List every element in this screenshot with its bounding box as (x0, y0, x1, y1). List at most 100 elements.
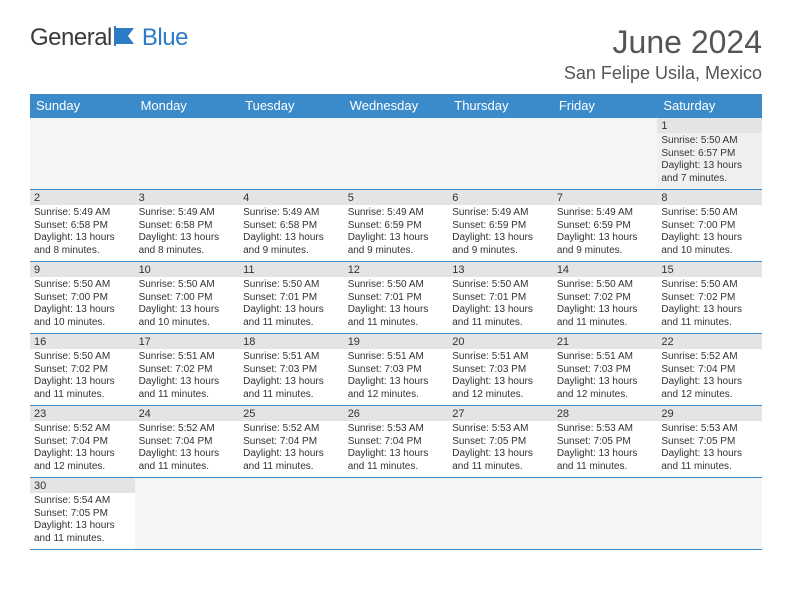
cell-day2: and 12 minutes. (34, 461, 131, 474)
day-number: 2 (30, 190, 135, 206)
cell-sunrise: Sunrise: 5:51 AM (557, 351, 654, 364)
calendar-cell: Sunrise: 5:53 AMSunset: 7:04 PMDaylight:… (344, 421, 449, 478)
day-number (30, 118, 135, 134)
weekday-header: Monday (135, 94, 240, 118)
cell-sunset: Sunset: 7:03 PM (348, 364, 445, 377)
cell-sunset: Sunset: 7:02 PM (661, 292, 758, 305)
calendar-cell: Sunrise: 5:50 AMSunset: 7:02 PMDaylight:… (553, 277, 658, 334)
daynum-row: 23242526272829 (30, 406, 762, 422)
calendar-cell: Sunrise: 5:54 AMSunset: 7:05 PMDaylight:… (30, 493, 135, 550)
brand-logo: General Blue (30, 24, 188, 52)
cell-day2: and 11 minutes. (139, 389, 236, 402)
calendar-cell: Sunrise: 5:50 AMSunset: 7:02 PMDaylight:… (657, 277, 762, 334)
calendar-cell (344, 493, 449, 550)
calendar-row: Sunrise: 5:50 AMSunset: 7:02 PMDaylight:… (30, 349, 762, 406)
cell-sunset: Sunset: 7:04 PM (661, 364, 758, 377)
cell-sunset: Sunset: 7:04 PM (243, 436, 340, 449)
header: General Blue June 2024 San Felipe Usila,… (30, 24, 762, 84)
day-number: 6 (448, 190, 553, 206)
brand-name-part1: General (30, 24, 112, 52)
cell-day1: Daylight: 13 hours (34, 232, 131, 245)
daynum-row: 9101112131415 (30, 262, 762, 278)
day-number: 13 (448, 262, 553, 278)
cell-day2: and 12 minutes. (661, 389, 758, 402)
cell-sunrise: Sunrise: 5:52 AM (243, 423, 340, 436)
weekday-header: Wednesday (344, 94, 449, 118)
cell-day2: and 11 minutes. (348, 461, 445, 474)
calendar-row: Sunrise: 5:54 AMSunset: 7:05 PMDaylight:… (30, 493, 762, 550)
cell-sunset: Sunset: 6:59 PM (557, 220, 654, 233)
calendar-cell: Sunrise: 5:49 AMSunset: 6:58 PMDaylight:… (239, 205, 344, 262)
cell-day2: and 9 minutes. (452, 245, 549, 258)
cell-day2: and 9 minutes. (348, 245, 445, 258)
cell-sunrise: Sunrise: 5:50 AM (139, 279, 236, 292)
cell-sunrise: Sunrise: 5:54 AM (34, 495, 131, 508)
calendar-cell: Sunrise: 5:53 AMSunset: 7:05 PMDaylight:… (448, 421, 553, 478)
daynum-row: 16171819202122 (30, 334, 762, 350)
calendar-cell: Sunrise: 5:49 AMSunset: 6:59 PMDaylight:… (448, 205, 553, 262)
day-number: 21 (553, 334, 658, 350)
day-number (657, 478, 762, 494)
cell-day2: and 11 minutes. (34, 389, 131, 402)
day-number: 23 (30, 406, 135, 422)
calendar-cell: Sunrise: 5:50 AMSunset: 7:00 PMDaylight:… (657, 205, 762, 262)
cell-sunset: Sunset: 6:59 PM (348, 220, 445, 233)
page-title: June 2024 (564, 24, 762, 61)
cell-day1: Daylight: 13 hours (348, 232, 445, 245)
calendar-cell: Sunrise: 5:52 AMSunset: 7:04 PMDaylight:… (30, 421, 135, 478)
cell-sunrise: Sunrise: 5:53 AM (348, 423, 445, 436)
weekday-header: Thursday (448, 94, 553, 118)
day-number: 14 (553, 262, 658, 278)
cell-day2: and 10 minutes. (661, 245, 758, 258)
calendar-cell: Sunrise: 5:53 AMSunset: 7:05 PMDaylight:… (657, 421, 762, 478)
cell-day1: Daylight: 13 hours (139, 376, 236, 389)
calendar-cell: Sunrise: 5:51 AMSunset: 7:03 PMDaylight:… (448, 349, 553, 406)
cell-day1: Daylight: 13 hours (348, 448, 445, 461)
cell-day2: and 10 minutes. (139, 317, 236, 330)
cell-day2: and 11 minutes. (661, 317, 758, 330)
calendar-cell: Sunrise: 5:49 AMSunset: 6:59 PMDaylight:… (344, 205, 449, 262)
cell-day1: Daylight: 13 hours (139, 448, 236, 461)
day-number (553, 478, 658, 494)
day-number: 19 (344, 334, 449, 350)
cell-sunrise: Sunrise: 5:50 AM (452, 279, 549, 292)
cell-day1: Daylight: 13 hours (34, 520, 131, 533)
calendar-cell: Sunrise: 5:50 AMSunset: 7:02 PMDaylight:… (30, 349, 135, 406)
day-number (553, 118, 658, 134)
cell-sunset: Sunset: 7:05 PM (661, 436, 758, 449)
cell-sunset: Sunset: 7:00 PM (139, 292, 236, 305)
calendar-header-row: Sunday Monday Tuesday Wednesday Thursday… (30, 94, 762, 118)
calendar-cell: Sunrise: 5:51 AMSunset: 7:03 PMDaylight:… (239, 349, 344, 406)
cell-day1: Daylight: 13 hours (661, 376, 758, 389)
weekday-header: Friday (553, 94, 658, 118)
cell-sunset: Sunset: 7:01 PM (348, 292, 445, 305)
day-number: 1 (657, 118, 762, 134)
cell-sunset: Sunset: 7:04 PM (348, 436, 445, 449)
cell-day2: and 10 minutes. (34, 317, 131, 330)
brand-name-part2: Blue (142, 24, 188, 52)
calendar-cell: Sunrise: 5:50 AMSunset: 7:01 PMDaylight:… (448, 277, 553, 334)
weekday-header: Tuesday (239, 94, 344, 118)
cell-day1: Daylight: 13 hours (452, 376, 549, 389)
daynum-row: 1 (30, 118, 762, 134)
cell-day2: and 11 minutes. (452, 461, 549, 474)
calendar-cell: Sunrise: 5:50 AMSunset: 7:00 PMDaylight:… (30, 277, 135, 334)
cell-sunrise: Sunrise: 5:51 AM (452, 351, 549, 364)
calendar-cell (135, 133, 240, 190)
calendar-cell: Sunrise: 5:50 AMSunset: 7:01 PMDaylight:… (239, 277, 344, 334)
cell-day2: and 9 minutes. (243, 245, 340, 258)
calendar-cell: Sunrise: 5:52 AMSunset: 7:04 PMDaylight:… (657, 349, 762, 406)
cell-sunrise: Sunrise: 5:50 AM (243, 279, 340, 292)
cell-day2: and 12 minutes. (452, 389, 549, 402)
calendar-row: Sunrise: 5:50 AMSunset: 6:57 PMDaylight:… (30, 133, 762, 190)
cell-sunrise: Sunrise: 5:52 AM (139, 423, 236, 436)
cell-day1: Daylight: 13 hours (139, 232, 236, 245)
day-number (344, 118, 449, 134)
location-subtitle: San Felipe Usila, Mexico (564, 63, 762, 84)
calendar-row: Sunrise: 5:50 AMSunset: 7:00 PMDaylight:… (30, 277, 762, 334)
cell-day1: Daylight: 13 hours (139, 304, 236, 317)
cell-sunrise: Sunrise: 5:50 AM (661, 207, 758, 220)
calendar-cell: Sunrise: 5:49 AMSunset: 6:58 PMDaylight:… (135, 205, 240, 262)
day-number: 22 (657, 334, 762, 350)
cell-sunrise: Sunrise: 5:52 AM (34, 423, 131, 436)
